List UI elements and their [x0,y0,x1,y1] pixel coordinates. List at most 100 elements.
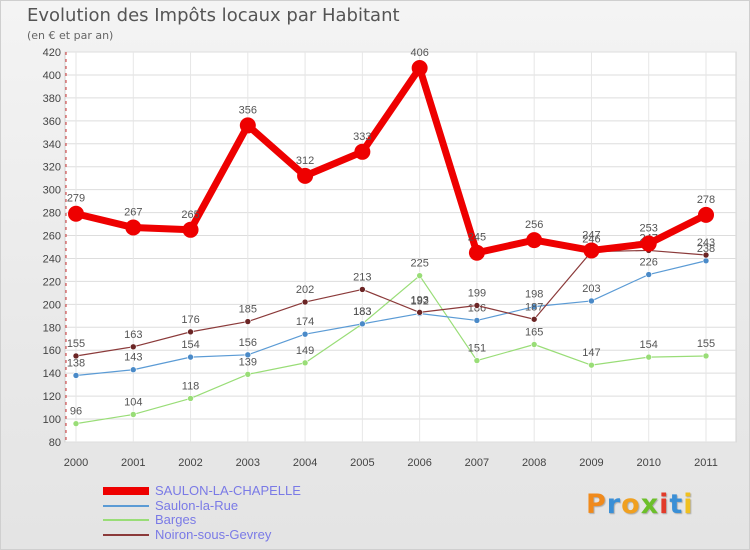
data-point [72,372,80,379]
data-point [187,395,194,402]
x-tick-label: 2008 [522,457,546,469]
data-point [702,257,710,265]
y-tick-label: 100 [43,414,61,426]
data-label: 118 [182,380,200,392]
y-tick-label: 240 [43,253,61,265]
x-tick-label: 2000 [64,457,88,469]
y-tick-label: 360 [43,116,61,128]
data-point [182,221,199,238]
data-point [244,318,252,325]
data-label: 192 [410,296,428,308]
brand-letter: x [640,489,660,520]
data-label: 226 [640,257,658,269]
y-tick-label: 200 [43,299,61,311]
data-label: 198 [525,289,543,301]
legend-label: Saulon-la-Rue [155,497,239,513]
data-label: 163 [124,329,142,341]
x-tick-label: 2006 [407,457,431,469]
data-label: 176 [181,314,199,326]
data-label: 245 [468,232,486,244]
data-point [473,357,481,364]
chart-subtitle: (en € et par an) [27,29,114,42]
series-line-0 [75,64,708,257]
y-tick-label: 80 [49,437,61,449]
data-label: 183 [353,306,371,318]
legend-swatch [103,519,149,521]
brand-logo: Proxiti [586,489,694,520]
data-point [645,271,653,278]
legend-label: Noiron-sous-Gevrey [155,526,272,542]
legend-swatch [103,533,149,536]
x-tick-label: 2010 [636,457,660,469]
y-tick-label: 160 [43,345,61,357]
brand-letter: o [621,489,641,520]
data-label: 278 [697,194,715,206]
data-label: 247 [582,229,600,241]
data-point [530,341,538,348]
data-point [416,272,423,279]
x-tick-label: 2003 [236,457,260,469]
data-point [588,297,595,305]
x-tick-label: 2007 [465,457,489,469]
brand-letter: i [659,489,670,520]
y-tick-label: 400 [43,70,61,82]
data-point [72,420,80,427]
data-label: 155 [697,338,715,350]
data-point [702,352,710,360]
data-label: 199 [468,288,486,300]
y-tick-label: 320 [43,162,61,174]
data-label: 156 [239,337,257,349]
data-point [187,328,194,336]
data-point [645,353,653,361]
data-point [244,371,252,378]
data-label: 96 [70,406,82,418]
data-label: 183 [353,306,371,318]
brand-letter: P [586,489,607,520]
data-point [359,320,366,328]
data-point [530,303,538,310]
series-line-1 [75,260,707,377]
data-point [68,205,84,222]
data-label: 253 [640,223,658,235]
data-label: 246 [582,234,600,246]
data-label: 213 [353,271,371,283]
x-tick-label: 2004 [293,457,317,469]
data-label: 238 [697,243,715,255]
data-label: 225 [410,258,428,270]
legend-label: Barges [155,512,197,527]
y-tick-label: 280 [43,208,61,220]
brand-letter: r [606,489,622,520]
y-tick-label: 180 [43,322,61,334]
y-tick-label: 380 [43,93,61,105]
data-point [129,343,137,351]
data-point [530,315,538,323]
series-line-2 [75,275,707,425]
data-point [354,143,371,160]
data-point [129,411,137,418]
data-label: 185 [239,304,257,316]
x-tick-label: 2001 [121,457,145,469]
data-point [588,361,595,369]
data-point [526,232,543,249]
data-label: 406 [410,47,428,59]
data-point [297,167,314,184]
data-label: 174 [296,316,314,328]
data-label: 356 [239,104,257,116]
y-tick-label: 420 [43,47,61,59]
data-point [698,206,714,223]
x-tick-label: 2009 [579,457,603,469]
brand-letter: t [669,489,684,520]
x-tick-label: 2002 [178,457,202,469]
data-point [239,117,256,134]
x-tick-label: 2011 [694,457,718,469]
data-label: 187 [525,301,543,313]
data-label: 202 [296,284,314,296]
y-tick-label: 260 [43,231,61,243]
y-tick-label: 300 [43,185,61,197]
data-point [473,302,481,309]
data-label: 256 [525,219,543,231]
y-tick-label: 140 [43,368,61,380]
data-label: 267 [124,207,142,219]
data-label: 265 [181,209,199,221]
brand-letter: i [683,489,694,520]
